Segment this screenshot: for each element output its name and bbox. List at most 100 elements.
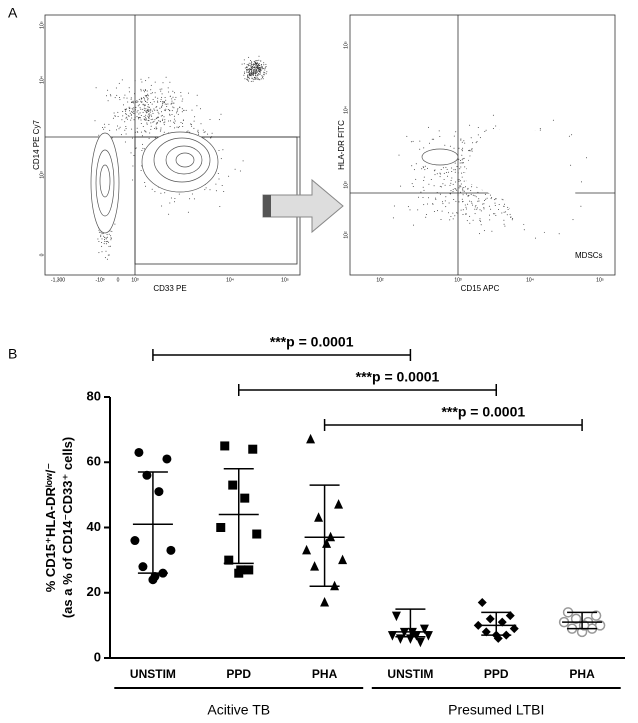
event-dot <box>173 115 175 117</box>
event-dot <box>135 106 137 108</box>
event-dot <box>157 97 159 99</box>
event-dot <box>476 208 478 210</box>
event-dot <box>463 180 465 182</box>
event-dot <box>187 211 189 213</box>
comparison-label: ***p = 0.0001 <box>356 369 440 385</box>
event-dot <box>150 125 152 127</box>
event-dot <box>262 78 264 80</box>
event-dot <box>452 191 454 193</box>
event-dot <box>469 215 471 217</box>
event-dot <box>161 93 163 95</box>
event-dot <box>254 69 256 71</box>
event-dot <box>261 67 263 69</box>
event-dot <box>156 109 158 111</box>
event-dot <box>422 166 424 168</box>
event-dot <box>106 234 108 236</box>
event-dot <box>249 74 250 76</box>
event-dot <box>108 254 110 256</box>
event-dot <box>182 119 184 121</box>
event-dot <box>411 183 413 185</box>
event-dot <box>248 64 249 66</box>
event-dot <box>152 99 154 100</box>
event-dot <box>400 185 402 187</box>
event-dot <box>124 109 126 111</box>
event-dot <box>439 172 441 174</box>
event-dot <box>444 144 446 146</box>
event-dot <box>502 199 504 201</box>
event-dot <box>456 166 458 167</box>
event-dot <box>145 90 146 91</box>
plot-frame <box>349 14 616 276</box>
event-dot <box>260 67 262 69</box>
event-dot <box>137 110 139 112</box>
event-dot <box>218 150 220 151</box>
event-dot <box>442 183 444 185</box>
event-dot <box>445 206 447 208</box>
event-dot <box>163 124 165 126</box>
event-dot <box>259 71 261 73</box>
event-dot <box>256 66 258 68</box>
event-dot <box>107 100 109 102</box>
event-dot <box>257 73 259 75</box>
event-dot <box>136 101 138 103</box>
y-tick-label: 20 <box>87 584 101 599</box>
event-dot <box>160 129 162 131</box>
event-dot <box>489 214 490 216</box>
event-dot <box>568 135 570 137</box>
event-dot <box>119 126 121 128</box>
event-dot <box>109 94 111 96</box>
event-dot <box>468 150 470 151</box>
event-dot <box>491 197 493 199</box>
event-dot <box>257 77 259 79</box>
event-dot <box>254 62 256 63</box>
event-dot <box>255 71 256 73</box>
event-dot <box>133 110 135 112</box>
event-dot <box>503 206 505 207</box>
event-dot <box>255 63 256 65</box>
event-dot <box>470 150 472 152</box>
event-dot <box>458 179 460 181</box>
event-dot <box>171 100 173 102</box>
event-dot <box>253 60 255 62</box>
event-dot <box>170 102 172 104</box>
event-dot <box>174 122 176 124</box>
event-dot <box>118 82 120 84</box>
event-dot <box>128 106 130 108</box>
event-dot <box>106 258 108 260</box>
event-dot <box>506 214 508 216</box>
data-point <box>220 441 230 451</box>
event-dot <box>464 204 466 206</box>
event-dot <box>160 101 162 102</box>
event-dot <box>215 190 217 192</box>
event-dot <box>171 110 173 112</box>
event-dot <box>147 113 149 115</box>
event-dot <box>165 76 167 78</box>
event-dot <box>465 206 467 208</box>
event-dot <box>166 106 168 107</box>
event-dot <box>222 149 224 151</box>
event-dot <box>407 206 409 208</box>
event-dot <box>435 198 437 200</box>
event-dot <box>259 65 260 67</box>
event-dot <box>510 216 511 218</box>
event-dot <box>170 120 171 122</box>
event-dot <box>419 148 421 150</box>
event-dot <box>174 92 175 94</box>
event-dot <box>176 109 178 111</box>
event-dot <box>147 106 149 108</box>
event-dot <box>470 190 472 191</box>
event-dot <box>171 114 173 115</box>
event-dot <box>438 130 440 132</box>
data-point <box>166 545 176 555</box>
event-dot <box>168 91 170 93</box>
event-dot <box>485 198 487 200</box>
data-point <box>142 470 152 480</box>
event-dot <box>246 64 248 66</box>
event-dot <box>243 59 245 61</box>
event-dot <box>141 150 143 151</box>
event-dot <box>105 250 107 252</box>
x-tick-label: 10⁵ <box>596 277 604 283</box>
event-dot <box>137 117 139 119</box>
event-dot <box>103 128 105 130</box>
event-dot <box>139 112 141 114</box>
